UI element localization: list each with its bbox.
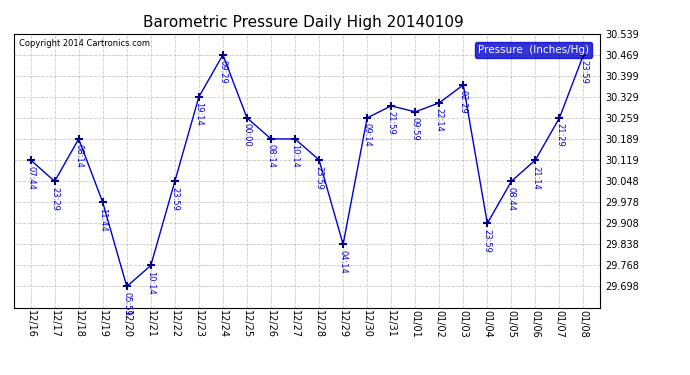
Legend: Pressure  (Inches/Hg): Pressure (Inches/Hg)	[475, 42, 592, 58]
Text: 00:00: 00:00	[242, 123, 251, 147]
Text: 02:29: 02:29	[459, 90, 468, 114]
Text: 09:14: 09:14	[363, 123, 372, 147]
Text: 23:59: 23:59	[170, 187, 179, 211]
Text: 09:29: 09:29	[219, 60, 228, 84]
Text: 21:14: 21:14	[531, 165, 540, 189]
Text: Barometric Pressure Daily High 20140109: Barometric Pressure Daily High 20140109	[144, 15, 464, 30]
Text: 23:59: 23:59	[315, 165, 324, 189]
Text: 10:14: 10:14	[290, 144, 299, 168]
Text: 08:44: 08:44	[507, 187, 516, 211]
Text: 23:29: 23:29	[50, 187, 59, 211]
Text: 19:14: 19:14	[195, 102, 204, 126]
Text: 23:59: 23:59	[579, 60, 588, 84]
Text: 08:14: 08:14	[266, 144, 275, 168]
Text: 23:59: 23:59	[483, 229, 492, 253]
Text: 11:44: 11:44	[98, 208, 107, 232]
Text: 04:14: 04:14	[339, 250, 348, 274]
Text: 21:29: 21:29	[555, 123, 564, 147]
Text: 22:14: 22:14	[435, 108, 444, 132]
Text: 05:59: 05:59	[122, 292, 131, 316]
Text: 07:44: 07:44	[26, 165, 35, 189]
Text: 09:59: 09:59	[411, 117, 420, 141]
Text: 08:14: 08:14	[75, 144, 83, 168]
Text: 21:59: 21:59	[386, 111, 395, 135]
Text: 10:14: 10:14	[146, 271, 155, 295]
Text: Copyright 2014 Cartronics.com: Copyright 2014 Cartronics.com	[19, 39, 150, 48]
